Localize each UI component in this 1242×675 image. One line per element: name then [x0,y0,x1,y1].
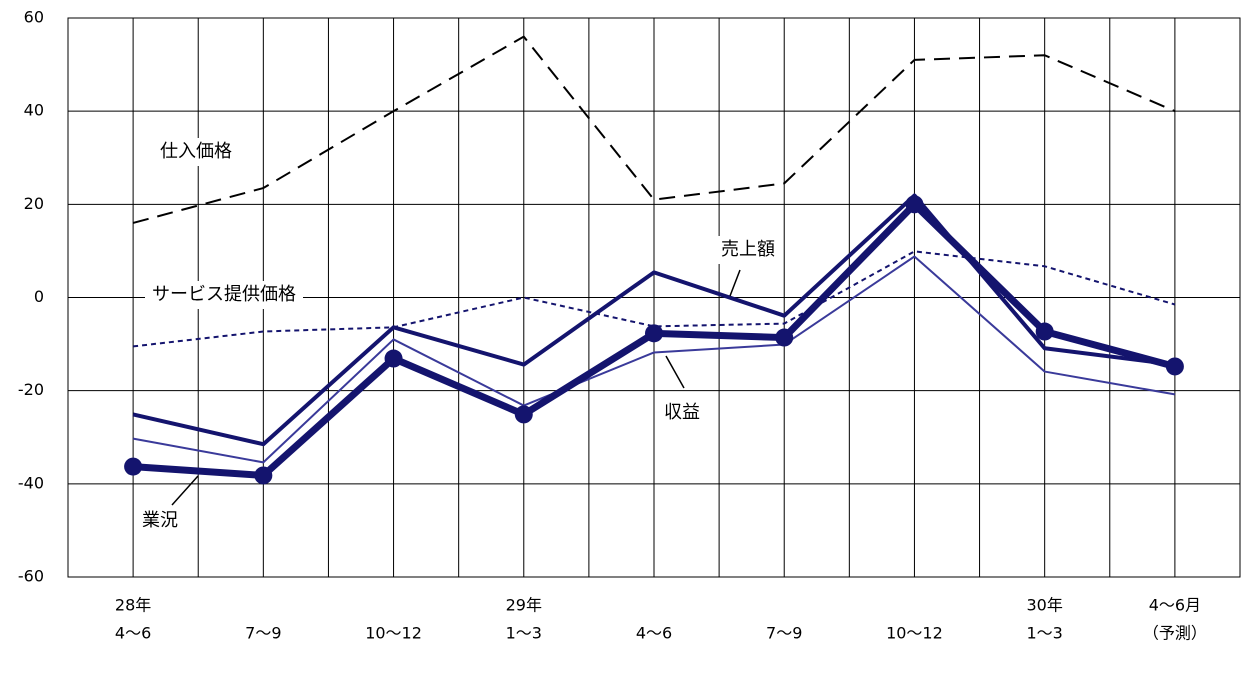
plot-border [67,17,1241,578]
series-label: 業況 [142,510,178,531]
y-tick-label: -20 [18,380,44,399]
label-bg [138,507,182,535]
y-tick-label: 0 [34,287,44,306]
leader-line [665,355,685,389]
label-bg [145,281,303,309]
x-tick-label: 4～6 [636,624,672,643]
x-tick-label: （予測） [1143,624,1207,643]
series-label: 仕入価格 [160,141,232,162]
series-label: 収益 [664,402,700,423]
point [1165,357,1184,376]
y-tick-label: -40 [18,473,44,492]
y-tick-label: 40 [24,101,44,120]
series-line [132,255,1176,464]
leader-line [729,269,741,297]
x-tick-label: 28年 [115,596,151,615]
x-tick-label: 7～9 [245,624,281,643]
x-tick-label: 4～6 [115,624,151,643]
x-tick-label: 30年 [1026,596,1062,615]
label-bg [660,399,704,427]
point [1035,322,1054,341]
point [254,466,273,485]
x-tick-label: 1～3 [506,624,542,643]
x-tick-label: 29年 [506,596,542,615]
x-tick-label: 7～9 [766,624,802,643]
series-line [132,193,1176,447]
x-tick-label: 10～12 [886,624,943,643]
y-tick-label: 20 [24,194,44,213]
point [384,349,403,368]
series-label: サービス提供価格 [152,284,296,305]
x-tick-label: 10～12 [365,624,422,643]
point [905,195,924,214]
leader-line [171,475,199,506]
point [775,328,794,347]
series-line [132,35,1176,224]
y-tick-label: -60 [18,567,44,586]
point [514,405,533,424]
point [645,324,663,343]
label-bg [716,236,780,264]
series-line [132,250,1176,348]
series-label: 売上額 [721,239,775,260]
point [124,457,143,476]
x-tick-label: 4～6月 [1149,596,1201,615]
y-tick-label: 60 [24,8,44,27]
label-bg [155,138,237,166]
x-tick-label: 1～3 [1026,624,1062,643]
